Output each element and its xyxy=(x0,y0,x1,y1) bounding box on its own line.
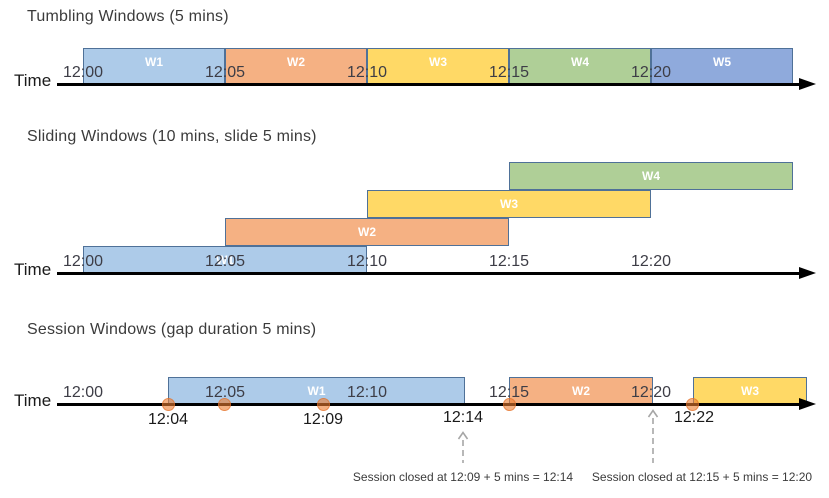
event-dot-1215 xyxy=(503,398,516,411)
session-window-w2-label: W2 xyxy=(572,384,590,398)
tumbling-window-w2: W2 xyxy=(225,48,367,85)
sliding-tick-1205: 12:05 xyxy=(204,253,246,270)
tumbling-time-axis-label: Time xyxy=(14,71,52,90)
tumbling-tick-1210: 12:10 xyxy=(346,64,388,81)
tumbling-axis-arrow-icon xyxy=(799,78,816,90)
session-time-axis xyxy=(57,403,800,406)
session-section-title: Session Windows (gap duration 5 mins) xyxy=(27,321,317,338)
session-window-w3-label: W3 xyxy=(741,384,759,398)
tumbling-tick-1220: 12:20 xyxy=(630,64,672,81)
session-tick-1200: 12:00 xyxy=(62,384,104,401)
sliding-window-w3: W3 xyxy=(367,190,651,218)
session-closed-arrow-1-icon xyxy=(457,431,469,463)
session-axis-arrow-icon xyxy=(799,398,816,410)
tumbling-tick-1200: 12:00 xyxy=(62,64,104,81)
sliding-time-axis xyxy=(57,272,800,275)
sliding-section-title: Sliding Windows (10 mins, slide 5 mins) xyxy=(27,128,317,145)
event-label-1209: 12:09 xyxy=(302,411,344,428)
event-dot-1209 xyxy=(317,398,330,411)
session-tick-1205: 12:05 xyxy=(204,384,246,401)
sliding-axis-arrow-icon xyxy=(799,267,816,279)
sliding-window-w2: W2 xyxy=(225,218,509,246)
session-closed-note-2: Session closed at 12:15 + 5 mins = 12:20 xyxy=(591,470,813,484)
tumbling-tick-1205: 12:05 xyxy=(204,64,246,81)
sliding-time-axis-label: Time xyxy=(14,260,52,279)
tumbling-window-w1-label: W1 xyxy=(145,55,163,69)
session-window-w1-label: W1 xyxy=(307,384,326,398)
tumbling-window-w3-label: W3 xyxy=(429,55,447,69)
session-tick-1215: 12:15 xyxy=(488,384,530,401)
tumbling-window-w4: W4 xyxy=(509,48,651,85)
tumbling-tick-1215: 12:15 xyxy=(488,64,530,81)
sliding-window-w4-label: W4 xyxy=(642,169,660,183)
session-time-axis-label: Time xyxy=(14,391,52,410)
session-tick-1210: 12:10 xyxy=(346,384,388,401)
event-dot-1206 xyxy=(218,398,231,411)
event-dot-1222 xyxy=(686,398,699,411)
sliding-tick-1200: 12:00 xyxy=(62,253,104,270)
session-window-w2: W2 xyxy=(509,377,653,405)
tumbling-window-w2-label: W2 xyxy=(287,55,305,69)
session-closed-arrow-2-icon xyxy=(647,409,659,463)
event-label-1204: 12:04 xyxy=(147,411,189,428)
sliding-window-w4: W4 xyxy=(509,162,793,190)
tumbling-time-axis xyxy=(57,83,800,86)
session-window-w3: W3 xyxy=(693,377,807,405)
tumbling-window-w4-label: W4 xyxy=(571,55,589,69)
event-dot-1204 xyxy=(162,398,175,411)
sliding-window-w3-label: W3 xyxy=(500,197,518,211)
tumbling-section-title: Tumbling Windows (5 mins) xyxy=(27,8,229,25)
sliding-tick-1210: 12:10 xyxy=(346,253,388,270)
sliding-window-w1-label: W1 xyxy=(216,253,234,267)
tumbling-window-w5: W5 xyxy=(651,48,793,85)
sliding-window-w2-label: W2 xyxy=(358,225,376,239)
sliding-window-w1: W1 xyxy=(83,246,367,274)
sliding-tick-1215: 12:15 xyxy=(488,253,530,270)
event-label-1222: 12:22 xyxy=(673,409,715,426)
sliding-tick-1220: 12:20 xyxy=(630,253,672,270)
session-tick-1220: 12:20 xyxy=(630,384,672,401)
session-closed-note-1: Session closed at 12:09 + 5 mins = 12:14 xyxy=(352,470,574,484)
event-label-1214: 12:14 xyxy=(442,409,484,426)
tumbling-window-w5-label: W5 xyxy=(713,55,731,69)
